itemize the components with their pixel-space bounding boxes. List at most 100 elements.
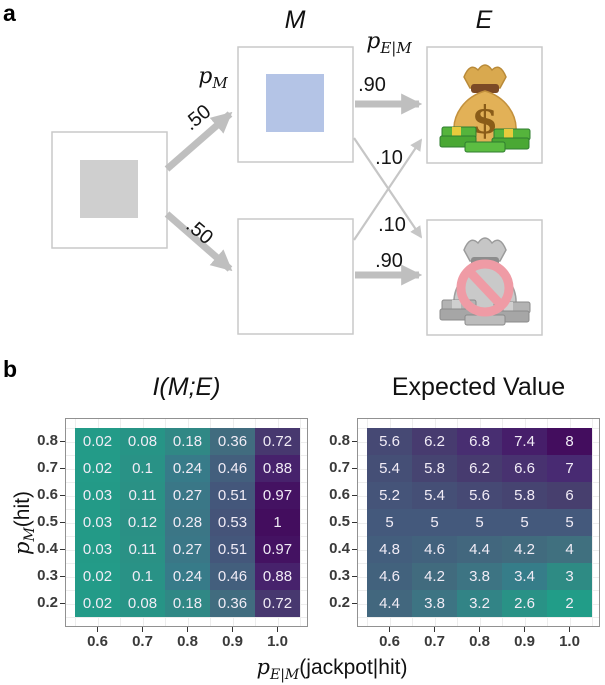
heatmap-cell-value: 0.02 xyxy=(82,568,113,585)
y-tick-label: 0.2 xyxy=(329,593,350,611)
prob-miss-label: .50 xyxy=(182,214,217,249)
heatmap-cell-value: 5.8 xyxy=(514,487,535,504)
heatmap-cell-value: 4 xyxy=(565,541,574,558)
y-tick-mark xyxy=(60,575,65,578)
heatmap-cell-value: 0.02 xyxy=(82,433,113,450)
heatmap-cell-value: 0.36 xyxy=(217,595,248,612)
x-tick-mark xyxy=(388,627,391,632)
x-tick-mark xyxy=(96,627,99,632)
heatmap-cell-value: 4.6 xyxy=(424,541,445,558)
heatmap-cell-value: 7 xyxy=(565,460,574,477)
y-tick-mark xyxy=(352,575,357,578)
heatmap-cell: 5.4 xyxy=(412,482,457,509)
heatmap-cell: 3.2 xyxy=(457,590,502,617)
heatmap-cell: 4.8 xyxy=(367,536,412,563)
heatmap-cell-value: 0.88 xyxy=(262,460,293,477)
panel-b-label: b xyxy=(3,356,18,382)
y-tick-label: 0.4 xyxy=(329,539,350,557)
heatmap-cell: 3.8 xyxy=(457,563,502,590)
heatmap-cell: 0.88 xyxy=(255,563,300,590)
heatmap-cell: 0.12 xyxy=(120,509,165,536)
heatmap-cell: 5.4 xyxy=(367,455,412,482)
heatmap-cell: 0.88 xyxy=(255,455,300,482)
heatmap-cell: 0.72 xyxy=(255,590,300,617)
heatmap-cell: 0.28 xyxy=(165,509,210,536)
heatmap-cell: 0.02 xyxy=(75,590,120,617)
heatmap-cell: 1 xyxy=(255,509,300,536)
heatmap-cell: 0.46 xyxy=(210,563,255,590)
heatmap-cell-value: 8 xyxy=(565,433,574,450)
heatmap-cell-value: 5 xyxy=(520,514,529,531)
heatmap-cell: 0.02 xyxy=(75,563,120,590)
prob-jackpot-given-miss-label: .10 xyxy=(378,214,406,236)
y-tick-label: 0.4 xyxy=(37,539,58,557)
heatmap-cell-value: 4.8 xyxy=(379,541,400,558)
heatmap-cell: 0.27 xyxy=(165,536,210,563)
heatmap-cell-value: 0.53 xyxy=(217,514,248,531)
hit-state-box xyxy=(237,46,354,163)
heatmap-cell-value: 1 xyxy=(273,514,282,531)
y-tick-label: 0.3 xyxy=(37,566,58,584)
heatmap-cell-value: 2 xyxy=(565,595,574,612)
gridline-minor xyxy=(66,617,307,618)
heatmap-cell-value: 6.2 xyxy=(424,433,445,450)
heatmap-cell-value: 0.24 xyxy=(172,568,203,585)
heatmap-cell: 5 xyxy=(502,509,547,536)
heatmap-cell-value: 0.08 xyxy=(127,595,158,612)
heatmap-cell: 0.08 xyxy=(120,428,165,455)
heatmap-cell-value: 0.51 xyxy=(217,541,248,558)
heatmap-cell: 0.11 xyxy=(120,536,165,563)
x-tick-label: 0.9 xyxy=(514,633,535,650)
y-tick-mark xyxy=(352,494,357,497)
heatmap-cell: 0.02 xyxy=(75,428,120,455)
y-tick-mark xyxy=(352,602,357,605)
heatmap-cell: 0.1 xyxy=(120,563,165,590)
heatmap-cell-value: 0.02 xyxy=(82,595,113,612)
x-tick-mark xyxy=(141,627,144,632)
y-tick-label: 0.8 xyxy=(37,431,58,449)
heatmap-cell: 7.4 xyxy=(502,428,547,455)
prob-jackpot-given-hit-label: .90 xyxy=(358,74,386,96)
heatmap-cell-value: 0.72 xyxy=(262,433,293,450)
heatmap-cell-value: 0.36 xyxy=(217,433,248,450)
heatmap-cell: 6.2 xyxy=(457,455,502,482)
heatmap-cell: 4.6 xyxy=(412,536,457,563)
arrow-miss-to-jackpot xyxy=(353,138,423,241)
p-e-given-m-label: pE|M xyxy=(366,29,412,57)
heatmap-cell-value: 6 xyxy=(565,487,574,504)
x-tick-label: 0.6 xyxy=(379,633,400,650)
x-tick-label: 0.8 xyxy=(469,633,490,650)
y-tick-label: 0.3 xyxy=(329,566,350,584)
prohibition-sign xyxy=(456,259,514,317)
prob-nothing-given-hit-label: .10 xyxy=(375,147,403,169)
x-tick-mark xyxy=(433,627,436,632)
heatmap-cell-value: 0.46 xyxy=(217,568,248,585)
heatmap-cell-value: 6.8 xyxy=(469,433,490,450)
heatmap-cell: 2 xyxy=(547,590,592,617)
y-tick-mark xyxy=(60,494,65,497)
heatmap-cell: 5.8 xyxy=(412,455,457,482)
heatmap-cell: 5 xyxy=(457,509,502,536)
start-state-box xyxy=(51,131,168,249)
y-tick-mark xyxy=(60,440,65,443)
y-tick-mark xyxy=(352,440,357,443)
heatmap-cell: 0.46 xyxy=(210,455,255,482)
heatmap-cell-value: 5.6 xyxy=(379,433,400,450)
heatmap-cell-value: 0.03 xyxy=(82,514,113,531)
heatmap-cell: 0.97 xyxy=(255,536,300,563)
heatmap-cell-value: 0.97 xyxy=(262,541,293,558)
heatmap-cell: 0.24 xyxy=(165,563,210,590)
x-tick-label: 0.7 xyxy=(132,633,153,650)
heatmap-cell: 4.6 xyxy=(367,563,412,590)
y-tick-label: 0.7 xyxy=(37,458,58,476)
x-tick-label: 0.6 xyxy=(87,633,108,650)
heatmap-cell: 4 xyxy=(547,536,592,563)
heatmap-cell: 3 xyxy=(547,563,592,590)
heatmap-cell: 0.18 xyxy=(165,428,210,455)
heatmap-cell-value: 5 xyxy=(430,514,439,531)
start-state-square xyxy=(80,160,138,218)
heatmap-cell: 0.08 xyxy=(120,590,165,617)
y-tick-mark xyxy=(60,602,65,605)
heatmap-cell-value: 0.03 xyxy=(82,541,113,558)
